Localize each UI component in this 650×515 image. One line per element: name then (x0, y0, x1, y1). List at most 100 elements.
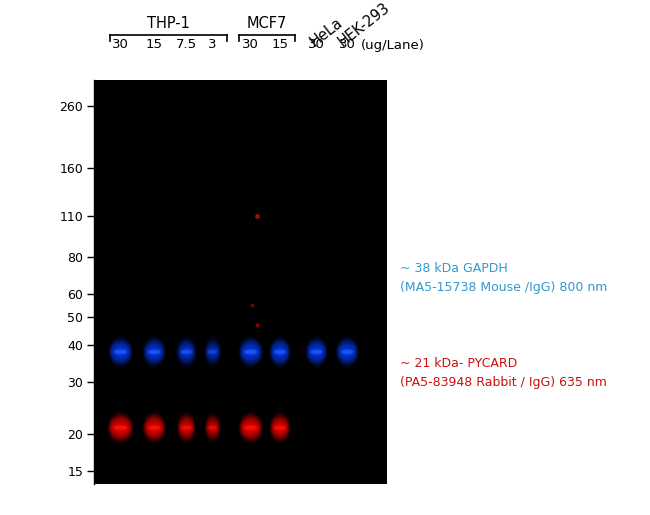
Polygon shape (113, 347, 128, 357)
Polygon shape (207, 347, 218, 357)
Polygon shape (244, 426, 257, 430)
Polygon shape (180, 422, 192, 434)
Polygon shape (114, 425, 127, 431)
Polygon shape (209, 426, 217, 430)
Text: 30: 30 (242, 39, 259, 52)
Polygon shape (177, 337, 196, 367)
Polygon shape (178, 341, 195, 363)
Polygon shape (205, 339, 220, 365)
Polygon shape (145, 417, 164, 438)
Polygon shape (244, 350, 257, 354)
Polygon shape (338, 341, 357, 363)
Polygon shape (272, 418, 289, 437)
Polygon shape (178, 415, 195, 440)
Polygon shape (111, 418, 131, 437)
Polygon shape (309, 345, 324, 359)
Polygon shape (177, 414, 195, 441)
Polygon shape (272, 345, 287, 359)
Polygon shape (206, 418, 219, 437)
Polygon shape (114, 350, 127, 354)
Polygon shape (179, 420, 193, 436)
Polygon shape (241, 418, 261, 437)
Polygon shape (339, 343, 356, 360)
Polygon shape (273, 346, 287, 358)
Polygon shape (339, 345, 355, 359)
Polygon shape (239, 337, 263, 367)
Polygon shape (112, 422, 129, 434)
Text: 3: 3 (209, 39, 217, 52)
Polygon shape (307, 342, 326, 362)
Polygon shape (114, 427, 127, 428)
Polygon shape (274, 347, 287, 357)
Polygon shape (244, 425, 257, 431)
Polygon shape (148, 426, 160, 430)
Polygon shape (269, 412, 291, 443)
Polygon shape (240, 339, 262, 365)
Polygon shape (148, 349, 161, 355)
Polygon shape (270, 340, 289, 364)
Text: 30: 30 (308, 39, 325, 52)
Polygon shape (308, 343, 325, 360)
Polygon shape (239, 414, 262, 441)
Polygon shape (180, 347, 192, 357)
Polygon shape (146, 343, 163, 360)
Polygon shape (146, 345, 162, 359)
Polygon shape (307, 341, 326, 363)
Polygon shape (311, 351, 322, 353)
Text: 15: 15 (272, 39, 289, 52)
Polygon shape (242, 419, 260, 437)
Polygon shape (274, 425, 286, 431)
Polygon shape (181, 349, 192, 355)
Polygon shape (112, 346, 129, 358)
Polygon shape (148, 348, 161, 356)
Polygon shape (205, 338, 221, 366)
Polygon shape (110, 417, 131, 438)
Polygon shape (181, 423, 192, 433)
Polygon shape (112, 345, 129, 359)
Polygon shape (147, 422, 162, 434)
Polygon shape (207, 420, 218, 436)
Polygon shape (180, 346, 193, 358)
Polygon shape (341, 350, 353, 354)
Polygon shape (243, 422, 259, 434)
Polygon shape (181, 425, 192, 431)
Polygon shape (181, 426, 191, 430)
Polygon shape (207, 345, 219, 359)
Polygon shape (181, 424, 192, 432)
Polygon shape (275, 426, 285, 430)
Polygon shape (239, 412, 263, 443)
Polygon shape (208, 349, 218, 355)
Polygon shape (144, 415, 164, 440)
Polygon shape (240, 415, 262, 440)
Polygon shape (240, 416, 261, 439)
Polygon shape (109, 414, 133, 441)
Polygon shape (240, 417, 261, 438)
Text: HEK-293: HEK-293 (335, 0, 393, 49)
Polygon shape (242, 345, 259, 359)
Polygon shape (274, 423, 287, 433)
Polygon shape (205, 341, 220, 363)
Polygon shape (270, 338, 290, 366)
Polygon shape (207, 422, 218, 434)
Polygon shape (111, 343, 130, 360)
Polygon shape (306, 337, 328, 367)
Polygon shape (208, 350, 217, 354)
Polygon shape (339, 344, 356, 360)
Polygon shape (108, 412, 133, 443)
Polygon shape (239, 336, 263, 368)
Polygon shape (271, 341, 289, 363)
Polygon shape (144, 338, 165, 366)
Polygon shape (112, 423, 129, 433)
Polygon shape (109, 338, 132, 366)
Polygon shape (274, 349, 286, 355)
Polygon shape (205, 414, 220, 441)
Polygon shape (338, 342, 356, 362)
Polygon shape (179, 418, 194, 437)
Polygon shape (270, 415, 289, 440)
Polygon shape (143, 413, 165, 442)
Polygon shape (207, 419, 219, 437)
Polygon shape (148, 424, 161, 432)
Polygon shape (114, 348, 127, 356)
Polygon shape (239, 338, 262, 366)
Polygon shape (244, 348, 258, 356)
